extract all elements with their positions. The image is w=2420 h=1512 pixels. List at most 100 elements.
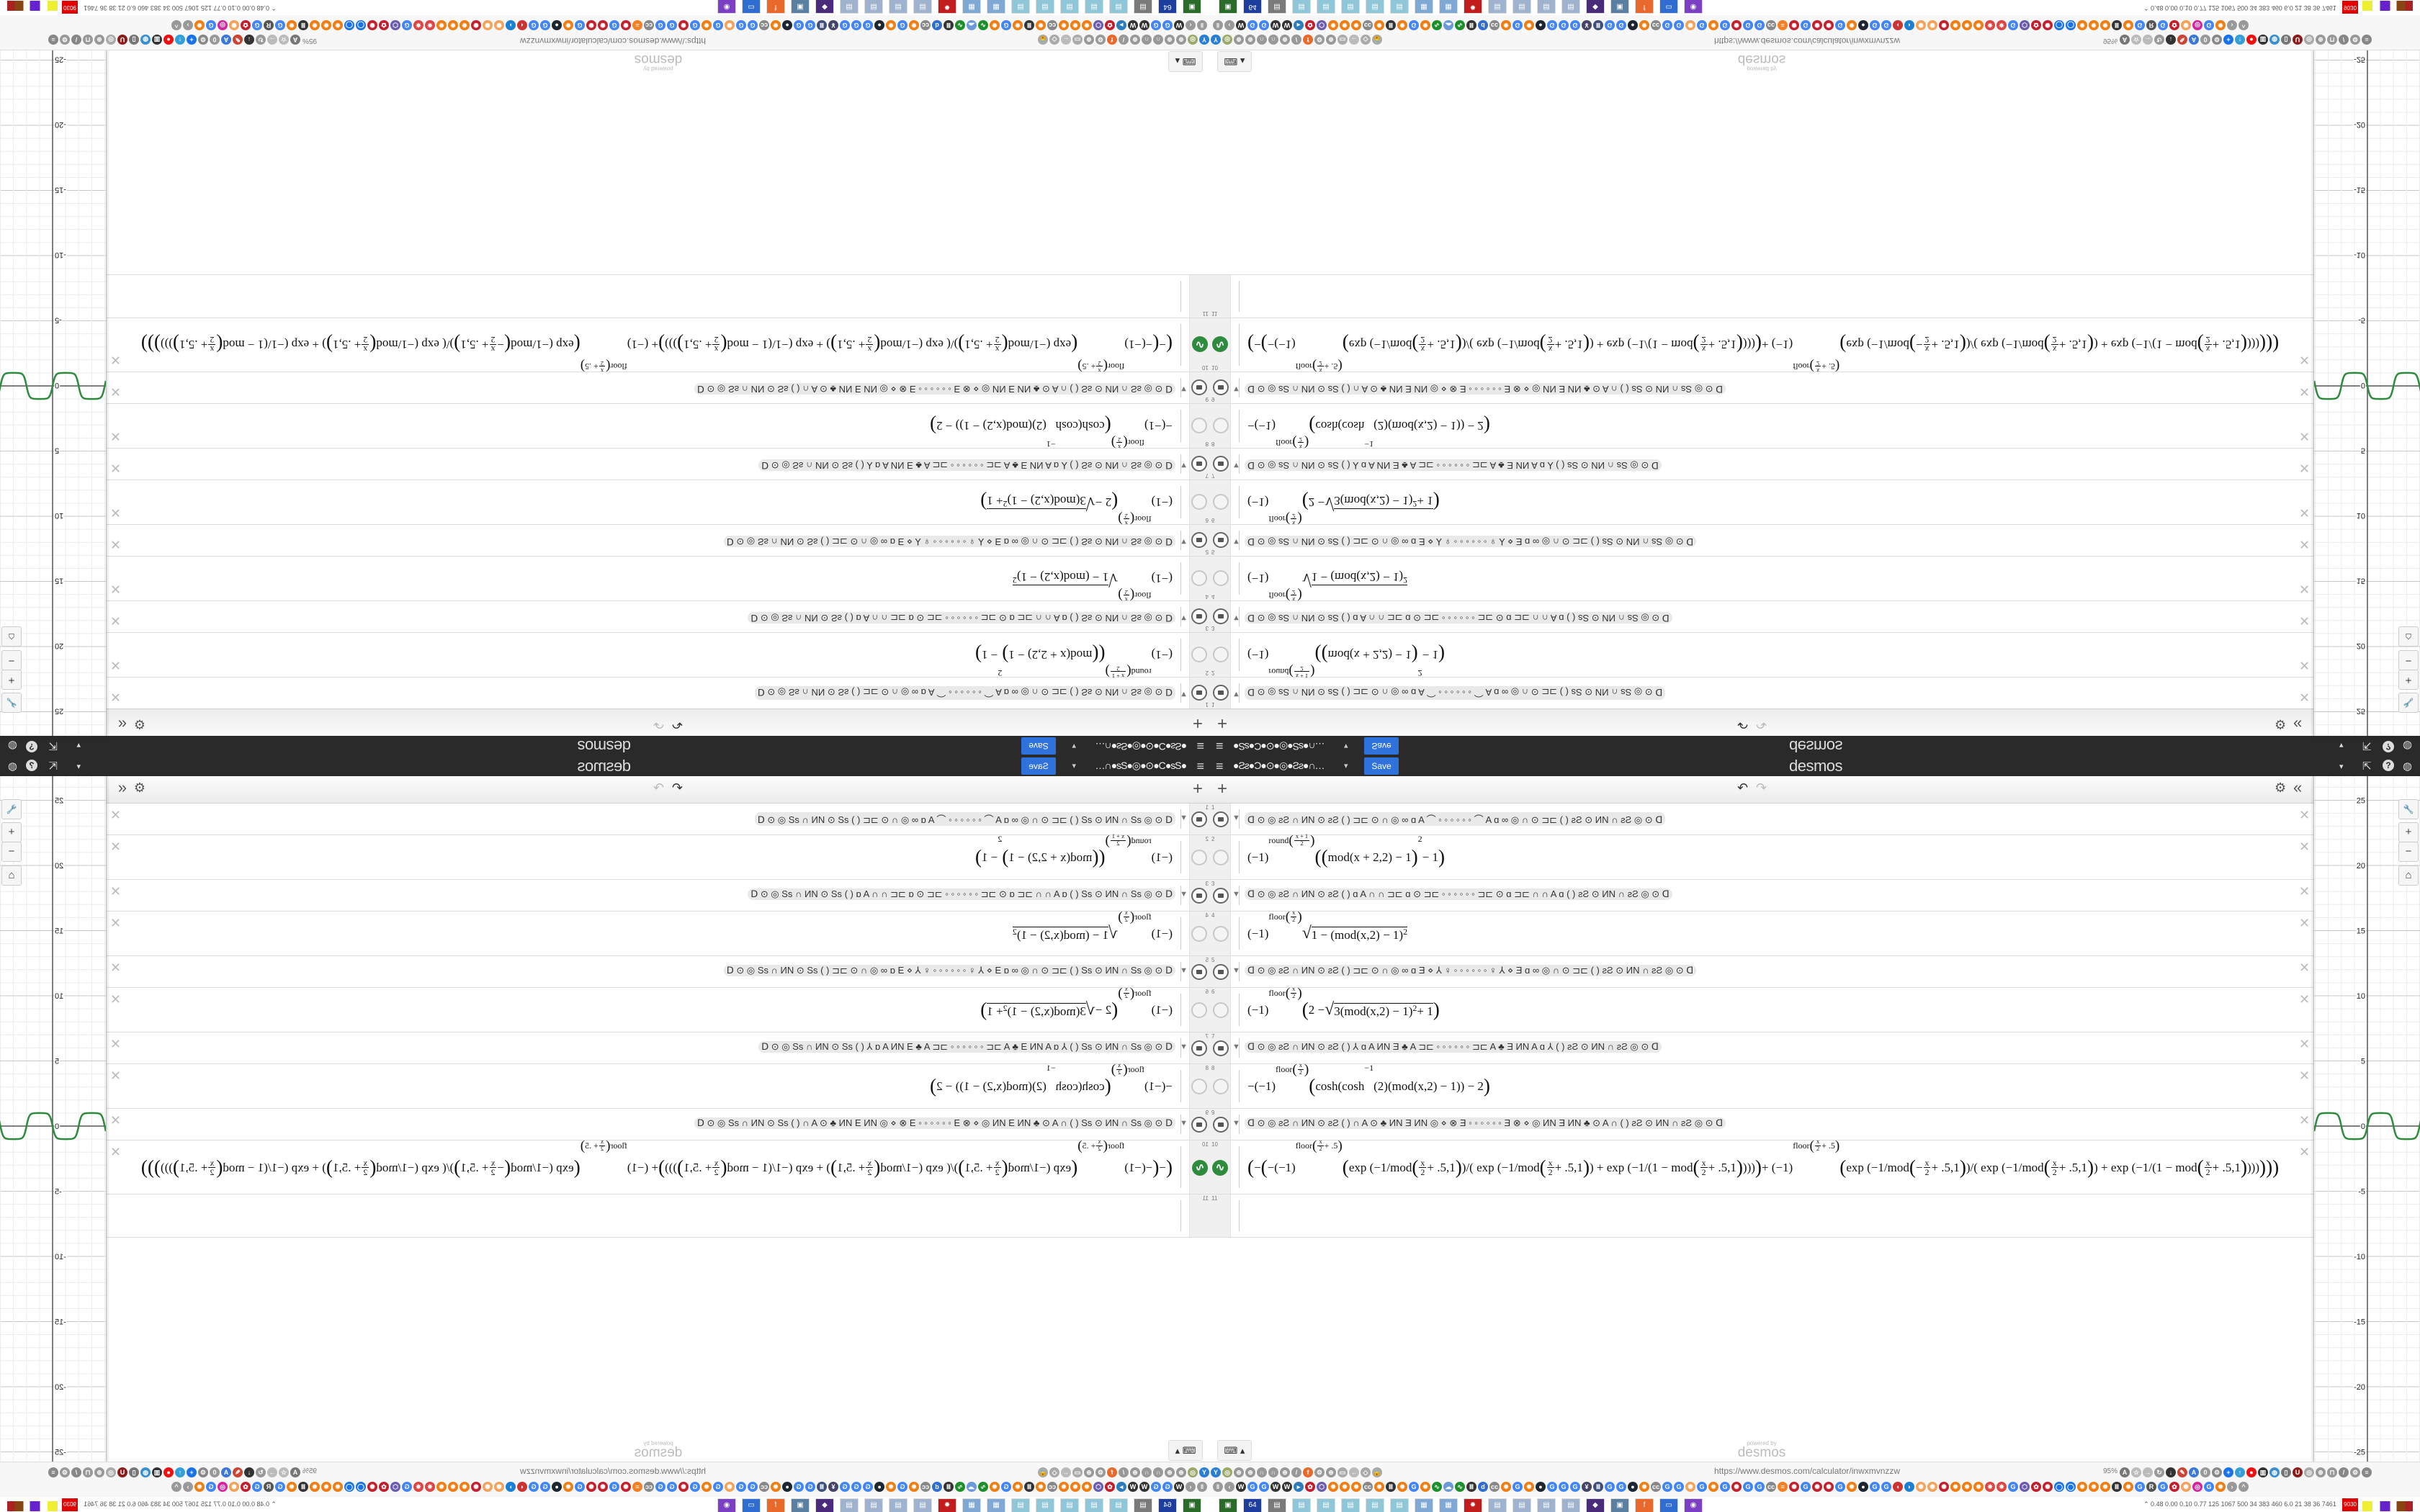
expression-row-2[interactable]: 2 (−1) round(x + 1 2)((mod(x + 2,2) − 1) 2 −… <box>1210 632 2313 679</box>
google-icon[interactable]: G <box>805 1481 815 1492</box>
mandala-icon[interactable]: ✺ <box>586 1481 596 1492</box>
notepad-icon[interactable]: ▤ <box>1109 1498 1128 1512</box>
expression-row-9[interactable]: 9 ▼ ᗡ ⊙ ◎ ƨƧ ∩ ИN ⊙ ƨƧ ( ) ∩ A ⊙ ♣ ИN Ǝ ИN… <box>1210 372 2313 403</box>
google-icon[interactable]: G <box>1570 20 1580 31</box>
wrench-icon[interactable]: / <box>2339 35 2349 45</box>
chat-icon[interactable]: ◯ <box>344 1481 354 1492</box>
globe-icon[interactable]: ⊕ <box>1280 1467 1290 1477</box>
hexagon-icon[interactable]: ⬡ <box>2020 1481 2030 1492</box>
hidden-graph-icon[interactable] <box>1213 850 1229 865</box>
sun-icon[interactable]: ✹ <box>194 20 205 31</box>
dark-circle-icon[interactable]: ● <box>1628 20 1638 31</box>
sun-icon[interactable]: ✹ <box>1708 20 1718 31</box>
shield-purple-icon[interactable]: ◆ <box>815 1498 834 1512</box>
shield-icon[interactable]: U <box>117 1467 127 1477</box>
folder-icon[interactable] <box>1191 888 1207 904</box>
instagram-icon[interactable]: ◎ <box>218 20 228 31</box>
r-icon[interactable]: R <box>264 20 274 31</box>
cc-icon[interactable]: cc <box>644 1481 654 1492</box>
mandala-icon[interactable]: ✺ <box>1939 1481 1949 1492</box>
notepad-icon[interactable]: ▤ <box>1109 0 1128 14</box>
google-icon[interactable]: G <box>1870 20 1880 31</box>
dark-circle-icon[interactable]: ● <box>552 20 562 31</box>
purple-app-icon[interactable]: ◉ <box>717 0 736 14</box>
sun-icon[interactable]: ✹ <box>2089 20 2099 31</box>
globe-icon[interactable]: ⊕ <box>1084 35 1094 45</box>
expression-math[interactable]: (−1) floor(x 2) √ 1 − (mod(x,2) − 1) 2 <box>1247 909 1408 956</box>
settings-gear-icon[interactable]: ⚙ <box>133 780 145 795</box>
chat-icon[interactable]: ◯ <box>344 20 354 31</box>
delete-expression-icon[interactable]: ✕ <box>2299 1145 2311 1159</box>
settings-gear-icon[interactable]: ⚙ <box>2275 717 2287 732</box>
folder-icon[interactable] <box>1213 1040 1229 1056</box>
collapse-list-button[interactable]: « <box>117 778 127 796</box>
star-red-icon[interactable]: ✵ <box>1996 20 2007 31</box>
trash-icon[interactable]: ▥ <box>2258 1467 2268 1477</box>
sun-icon[interactable]: ✹ <box>1501 20 1511 31</box>
google-icon[interactable]: G <box>1001 1481 1011 1492</box>
zoom-home-button[interactable]: ⌂ <box>1 865 22 886</box>
cup-icon[interactable]: ◖ <box>517 1481 527 1492</box>
folder-icon[interactable] <box>1191 964 1207 980</box>
wave-icon[interactable]: ∿ <box>1432 20 1442 31</box>
gear-icon[interactable]: ⚙ <box>1314 1467 1325 1477</box>
wave-icon[interactable]: ∿ <box>978 20 988 31</box>
wikipedia-icon[interactable]: W <box>1236 1481 1246 1492</box>
expression-row-4[interactable]: 4 (−1) floor(x 2) √ 1 − (mod(x,2) − 1) 2 ✕ <box>107 556 1210 603</box>
expression-row-9[interactable]: 9 ▼ ᗡ ⊙ ◎ ƨƧ ∩ ИN ⊙ ƨƧ ( ) ∩ A ⊙ ♣ ИN Ǝ ИN… <box>107 372 1210 403</box>
prev-icon[interactable]: ‹ <box>1224 1481 1234 1492</box>
expression-math[interactable]: (−1) round(x + 1 2)((mod(x + 2,2) − 1) 2 − … <box>1247 833 1445 880</box>
delete-expression-icon[interactable]: ✕ <box>2299 537 2311 552</box>
delete-expression-icon[interactable]: ✕ <box>109 840 121 854</box>
translate-icon[interactable]: A <box>221 35 231 45</box>
google-icon[interactable]: G <box>2135 1481 2145 1492</box>
d-icon[interactable]: d <box>1478 1481 1488 1492</box>
shield-icon[interactable]: ◇ <box>1361 1467 1371 1477</box>
sun-icon[interactable]: ✹ <box>702 1481 712 1492</box>
pause-icon[interactable]: ‖ <box>1213 20 1223 31</box>
folder-collapse-icon[interactable]: ▼ <box>1180 966 1188 975</box>
notepad-icon[interactable]: ▤ <box>1085 0 1103 14</box>
google-icon[interactable]: G <box>1259 20 1269 31</box>
folder-title[interactable]: ᗡ ⊙ ◎ ƨƧ ∩ ИN ⊙ ƨƧ ( ) ⅄ ɑ A ИN Ǝ ♣ A ⊐⊏… <box>758 459 1175 471</box>
wrench-icon[interactable]: / <box>1119 1467 1129 1477</box>
mandala-icon[interactable]: ✺ <box>471 1481 481 1492</box>
d-icon[interactable]: d <box>932 1481 942 1492</box>
pin-icon[interactable]: Y <box>1211 1467 1221 1477</box>
chat-icon[interactable]: ◯ <box>2066 1481 2076 1492</box>
delete-expression-icon[interactable]: ✕ <box>109 1037 121 1051</box>
gear-icon[interactable]: ⚙ <box>2212 1467 2222 1477</box>
shield-purple-icon[interactable]: ◆ <box>1586 1498 1605 1512</box>
mandala-icon[interactable]: ✺ <box>1731 1481 1742 1492</box>
undo-button[interactable]: ↶ <box>1737 780 1749 795</box>
help-icon[interactable]: ? <box>2383 741 2394 752</box>
back-icon[interactable]: ← <box>1061 1467 1071 1477</box>
sun-icon[interactable]: ✹ <box>287 20 297 31</box>
share-icon[interactable]: ⇱ <box>2362 739 2372 752</box>
expression-row-11[interactable]: 11 <box>107 1194 1210 1238</box>
download-icon[interactable]: ↓ <box>2166 35 2176 45</box>
sun-icon[interactable]: ✹ <box>2100 20 2110 31</box>
folder-title[interactable]: ᗡ ⊙ ◎ ƨƧ ∩ ИN ⊙ ƨƧ ( ) ɑ A ∩ ∩ ⊐⊏ ɑ ⊙ ⊐⊏… <box>748 888 1175 900</box>
graph-title[interactable]: ●Ƨƨ●Ɔ●⊙●◎●Ƨƨ●∩… <box>1095 741 1187 752</box>
sun-icon[interactable]: ✹ <box>1070 20 1080 31</box>
folder-icon[interactable]: ▭ <box>1337 35 1348 45</box>
plotted-curve[interactable] <box>2313 372 2420 400</box>
script-icon[interactable]: ▤ <box>864 0 883 14</box>
hamburger-menu-icon[interactable]: ≡ <box>1196 739 1204 753</box>
sun-icon[interactable]: ✹ <box>460 20 470 31</box>
sun-icon[interactable]: ✹ <box>1082 1481 1092 1492</box>
firefox-icon[interactable]: f <box>1303 1467 1313 1477</box>
columns-icon[interactable]: Ⅲ <box>944 1481 954 1492</box>
expression-row-5[interactable]: 5 ▼ ᗡ ⊙ ◎ ƨƧ ∩ ИN ⊙ ƨƧ ( ) ⊐⊏ ⊙ ∩ ◎ ∞ ɑ Ǝ … <box>1210 524 2313 556</box>
flower-icon[interactable]: ✿ <box>2031 20 2041 31</box>
sun-icon[interactable]: ✹ <box>1708 1481 1718 1492</box>
expression-row-1[interactable]: 1 ▼ ᗡ ⊙ ◎ ƨƧ ∩ ИN ⊙ ƨƧ ( ) ⊐⊏ ⊙ ∩ ◎ ∞ ɑ A … <box>1210 804 2313 835</box>
notepad-icon[interactable]: ▤ <box>1011 1498 1030 1512</box>
puzzle-icon[interactable]: ⊓ <box>83 1467 93 1477</box>
play-icon[interactable]: ▸ <box>1116 20 1126 31</box>
mouse-icon[interactable]: 0 <box>2200 35 2210 45</box>
plus-icon[interactable]: + <box>187 1467 197 1477</box>
dark-circle-icon[interactable]: ● <box>1536 20 1546 31</box>
hidden-graph-icon[interactable] <box>1213 1079 1229 1094</box>
